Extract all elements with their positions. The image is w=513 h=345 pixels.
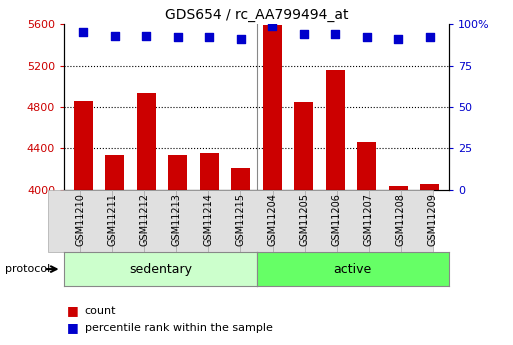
Point: [363, 34, 371, 40]
Text: percentile rank within the sample: percentile rank within the sample: [85, 323, 272, 333]
Text: GSM11213: GSM11213: [171, 193, 181, 246]
Point: [173, 34, 182, 40]
Point: [331, 31, 340, 37]
FancyBboxPatch shape: [401, 190, 433, 252]
Bar: [326, 70, 345, 190]
Text: GSM11211: GSM11211: [107, 193, 117, 246]
FancyBboxPatch shape: [144, 190, 176, 252]
Point: [205, 34, 213, 40]
Bar: [168, 155, 187, 190]
FancyBboxPatch shape: [208, 190, 241, 252]
Text: GSM11207: GSM11207: [364, 193, 373, 246]
Text: GSM11210: GSM11210: [75, 193, 85, 246]
FancyBboxPatch shape: [48, 190, 80, 252]
Bar: [421, 184, 440, 190]
FancyBboxPatch shape: [176, 190, 208, 252]
Text: GSM11206: GSM11206: [332, 193, 342, 246]
Text: GSM11205: GSM11205: [300, 193, 309, 246]
Text: GSM11215: GSM11215: [235, 193, 245, 246]
Point: [110, 33, 119, 39]
Point: [300, 31, 308, 37]
Point: [236, 36, 245, 42]
Bar: [389, 186, 408, 190]
Bar: [136, 93, 155, 190]
Text: active: active: [333, 263, 372, 276]
Text: GSM11214: GSM11214: [204, 193, 213, 246]
FancyBboxPatch shape: [272, 190, 305, 252]
FancyBboxPatch shape: [305, 190, 337, 252]
Point: [142, 33, 150, 39]
Text: ■: ■: [67, 321, 78, 334]
Point: [268, 23, 277, 29]
FancyBboxPatch shape: [337, 190, 369, 252]
Point: [426, 34, 434, 40]
Text: GSM11209: GSM11209: [428, 193, 438, 246]
Bar: [358, 142, 377, 190]
Text: sedentary: sedentary: [129, 263, 192, 276]
FancyBboxPatch shape: [80, 190, 112, 252]
Bar: [231, 168, 250, 190]
Point: [79, 30, 87, 35]
Text: protocol: protocol: [5, 264, 50, 274]
FancyBboxPatch shape: [369, 190, 401, 252]
FancyBboxPatch shape: [241, 190, 272, 252]
Text: ■: ■: [67, 304, 78, 317]
Bar: [105, 155, 124, 190]
Point: [394, 36, 403, 42]
FancyBboxPatch shape: [112, 190, 144, 252]
Bar: [294, 102, 313, 190]
Bar: [263, 25, 282, 190]
Text: GSM11208: GSM11208: [396, 193, 406, 246]
Text: GSM11204: GSM11204: [268, 193, 278, 246]
Text: count: count: [85, 306, 116, 315]
Bar: [73, 101, 92, 190]
Title: GDS654 / rc_AA799494_at: GDS654 / rc_AA799494_at: [165, 8, 348, 22]
Bar: [200, 153, 219, 190]
Text: GSM11212: GSM11212: [140, 193, 149, 246]
